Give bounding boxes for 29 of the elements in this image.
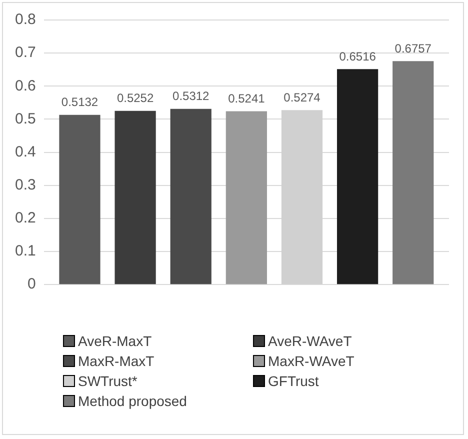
legend-label: Method proposed <box>78 393 187 409</box>
bar <box>170 108 212 284</box>
legend-label: GFTrust <box>268 373 319 389</box>
data-label: 0.6516 <box>339 49 376 64</box>
legend-label: SWTrust* <box>78 373 138 389</box>
y-tick-label: 0.1 <box>14 242 36 260</box>
y-tick-label: 0.4 <box>14 143 36 160</box>
y-tick-label: 0.7 <box>14 44 36 62</box>
y-tick-label: 0.6 <box>14 77 36 94</box>
legend-label: AveR-MaxT <box>78 333 152 349</box>
bar <box>59 114 100 284</box>
legend-label: AveR-WAveT <box>268 333 352 349</box>
y-tick-label: 0.5 <box>14 110 36 128</box>
legend-label: MaxR-WAveT <box>268 353 354 369</box>
y-tick-label: 0.8 <box>14 11 36 28</box>
data-label: 0.6757 <box>394 41 432 56</box>
y-tick-label: 0.2 <box>14 210 36 227</box>
legend-label: MaxR-MaxT <box>78 353 154 369</box>
bar <box>226 111 267 284</box>
bar <box>336 69 378 284</box>
data-label: 0.5274 <box>284 90 321 104</box>
y-tick-label: 0 <box>28 276 36 293</box>
bar <box>114 110 156 284</box>
bar <box>392 61 434 284</box>
y-tick-label: 0.3 <box>14 176 36 194</box>
data-label: 0.5252 <box>116 91 154 106</box>
data-label: 0.5132 <box>61 95 98 110</box>
data-label: 0.5241 <box>228 92 266 106</box>
data-label: 0.5312 <box>172 89 210 104</box>
